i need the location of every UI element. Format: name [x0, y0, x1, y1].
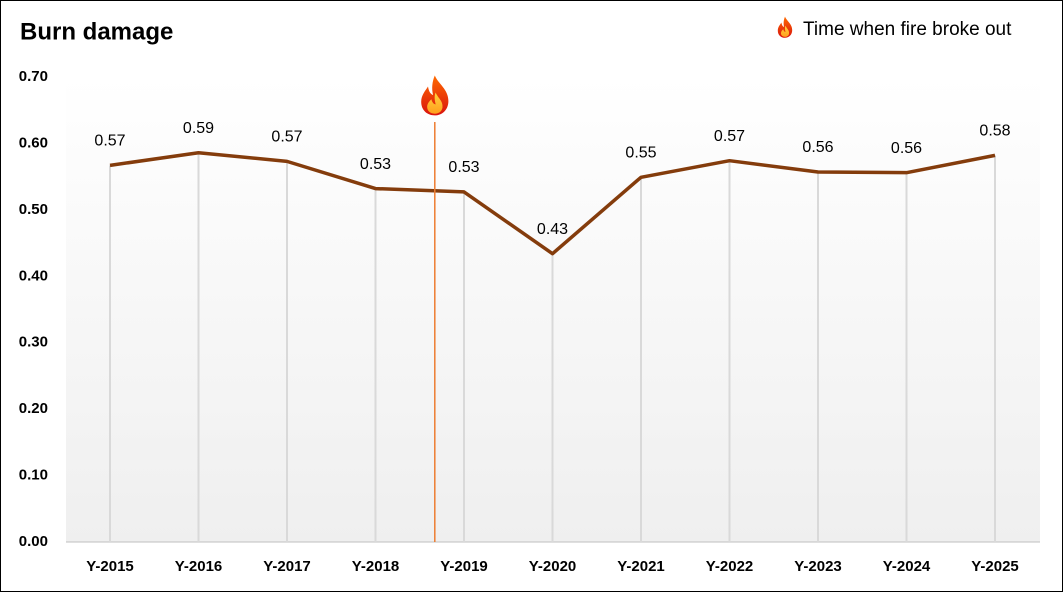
y-tick-label: 0.50	[19, 201, 48, 218]
x-tick-label: Y-2025	[971, 558, 1019, 575]
data-label: 0.56	[802, 139, 833, 156]
y-tick-label: 0.30	[19, 334, 48, 351]
y-tick-label: 0.70	[19, 68, 48, 85]
data-label: 0.57	[714, 128, 745, 145]
y-tick-label: 0.40	[19, 267, 48, 284]
x-tick-label: Y-2017	[263, 558, 311, 575]
data-label: 0.58	[979, 123, 1010, 140]
x-tick-label: Y-2019	[440, 558, 488, 575]
y-tick-label: 0.60	[19, 134, 48, 151]
x-tick-label: Y-2016	[175, 558, 223, 575]
data-label: 0.59	[183, 120, 214, 137]
data-line	[109, 150, 996, 256]
data-label: 0.53	[448, 159, 479, 176]
x-tick-label: Y-2020	[529, 558, 577, 575]
y-tick-label: 0.10	[19, 467, 48, 484]
data-label: 0.55	[625, 145, 656, 162]
data-label: 0.57	[271, 129, 302, 146]
chart-title: Burn damage	[20, 18, 173, 45]
x-tick-label: Y-2023	[794, 558, 842, 575]
x-tick-label: Y-2018	[352, 558, 400, 575]
data-label: 0.43	[537, 221, 568, 238]
x-tick-label: Y-2022	[706, 558, 754, 575]
x-tick-label: Y-2015	[86, 558, 134, 575]
data-label: 0.56	[891, 140, 922, 157]
data-label: 0.57	[94, 133, 125, 150]
legend-label: Time when fire broke out	[803, 19, 1012, 40]
x-tick-label: Y-2024	[883, 558, 931, 575]
x-tick-label: Y-2021	[617, 558, 665, 575]
data-label: 0.53	[360, 156, 391, 173]
y-tick-label: 0.20	[19, 400, 48, 417]
y-tick-label: 0.00	[19, 533, 48, 550]
